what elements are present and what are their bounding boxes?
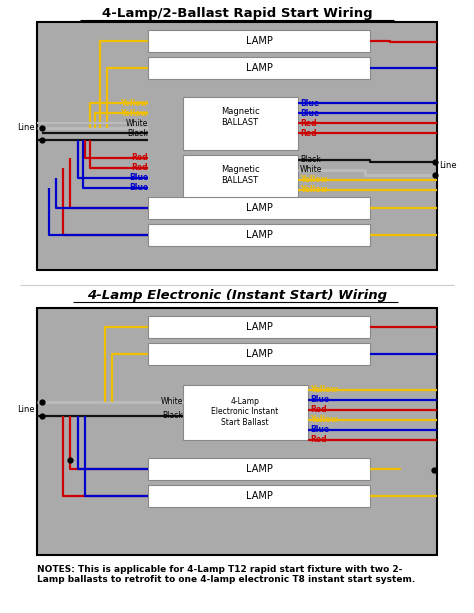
Bar xyxy=(183,155,298,208)
Bar xyxy=(148,485,370,507)
Text: LAMP: LAMP xyxy=(246,491,273,501)
Text: Line: Line xyxy=(439,161,456,170)
Text: Yellow: Yellow xyxy=(310,416,337,424)
Text: Blue: Blue xyxy=(129,173,148,183)
Text: LAMP: LAMP xyxy=(246,464,273,474)
Text: White: White xyxy=(300,166,322,175)
Bar xyxy=(37,22,437,270)
Bar xyxy=(183,97,298,150)
Text: Yellow: Yellow xyxy=(120,109,148,118)
Text: 4-Lamp Electronic (Instant Start) Wiring: 4-Lamp Electronic (Instant Start) Wiring xyxy=(87,289,387,302)
Text: Blue: Blue xyxy=(300,109,319,118)
Text: LAMP: LAMP xyxy=(246,203,273,213)
Text: LAMP: LAMP xyxy=(246,322,273,332)
Text: Black: Black xyxy=(162,411,183,421)
Bar xyxy=(183,385,308,440)
Text: Blue: Blue xyxy=(300,99,319,107)
Text: Line: Line xyxy=(18,405,35,414)
Text: 4-Lamp/2-Ballast Rapid Start Wiring: 4-Lamp/2-Ballast Rapid Start Wiring xyxy=(102,7,372,20)
Text: 4-Lamp
Electronic Instant
Start Ballast: 4-Lamp Electronic Instant Start Ballast xyxy=(211,397,279,427)
Text: Black: Black xyxy=(300,156,321,164)
Bar xyxy=(148,30,370,52)
Text: LAMP: LAMP xyxy=(246,349,273,359)
Text: Magnetic
BALLAST: Magnetic BALLAST xyxy=(221,107,259,127)
Text: White: White xyxy=(161,397,183,406)
Text: LAMP: LAMP xyxy=(246,63,273,73)
Text: Line: Line xyxy=(18,123,35,132)
Text: Yellow: Yellow xyxy=(300,186,328,194)
Text: Blue: Blue xyxy=(310,425,329,435)
Text: Red: Red xyxy=(131,153,148,162)
Text: Yellow: Yellow xyxy=(310,386,337,395)
Text: Red: Red xyxy=(131,164,148,172)
Bar xyxy=(148,458,370,480)
Text: Black: Black xyxy=(127,129,148,137)
Bar xyxy=(148,197,370,219)
Text: NOTES: This is applicable for 4-Lamp T12 rapid start fixture with two 2-
Lamp ba: NOTES: This is applicable for 4-Lamp T12… xyxy=(37,565,415,584)
Text: Magnetic
BALLAST: Magnetic BALLAST xyxy=(221,166,259,185)
Text: Red: Red xyxy=(310,406,327,414)
Text: Red: Red xyxy=(310,435,327,444)
Text: Blue: Blue xyxy=(129,183,148,192)
Text: Yellow: Yellow xyxy=(120,99,148,107)
Text: LAMP: LAMP xyxy=(246,230,273,240)
Bar xyxy=(37,308,437,555)
Bar xyxy=(148,57,370,79)
Text: Blue: Blue xyxy=(310,395,329,405)
Bar xyxy=(148,343,370,365)
Bar xyxy=(148,224,370,246)
Text: Red: Red xyxy=(300,118,317,128)
Text: White: White xyxy=(126,118,148,128)
Text: Yellow: Yellow xyxy=(300,175,328,185)
Text: Red: Red xyxy=(300,129,317,137)
Text: LAMP: LAMP xyxy=(246,36,273,46)
Bar xyxy=(148,316,370,338)
